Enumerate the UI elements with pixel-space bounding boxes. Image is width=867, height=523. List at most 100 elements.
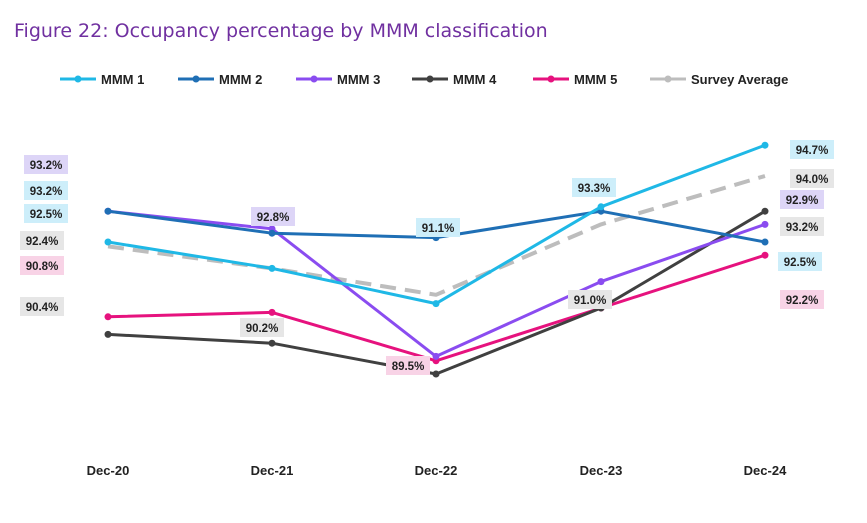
data-label-text: 92.4% <box>26 236 59 248</box>
data-point <box>761 251 769 259</box>
data-point <box>761 141 769 149</box>
data-label-mmm-4: 93.2% <box>780 217 824 236</box>
data-point <box>432 370 440 378</box>
data-label-mmm-4: 90.4% <box>20 297 64 316</box>
data-point <box>104 330 112 338</box>
data-label-background <box>24 181 68 200</box>
data-label-background <box>240 318 284 337</box>
data-label-background <box>790 169 834 188</box>
data-point <box>268 264 276 272</box>
data-label-mmm-4: 91.0% <box>568 290 612 309</box>
x-tick-label: Dec-21 <box>251 463 294 478</box>
legend-item-mmm-2: MMM 2 <box>178 72 262 87</box>
data-label-text: 93.2% <box>30 186 63 198</box>
data-point <box>268 339 276 347</box>
data-label-text: 90.2% <box>246 323 279 335</box>
data-label-mmm-5: 89.5% <box>386 356 430 375</box>
data-label-background <box>780 190 824 209</box>
legend-label: MMM 1 <box>101 72 144 87</box>
data-label-text: 92.5% <box>30 209 63 221</box>
data-label-background <box>790 140 834 159</box>
x-tick-label: Dec-24 <box>744 463 787 478</box>
data-label-mmm-3: 92.9% <box>780 190 824 209</box>
data-point <box>104 238 112 246</box>
legend-item-mmm-3: MMM 3 <box>296 72 380 87</box>
series-mmm-1 <box>104 141 769 308</box>
data-label-background <box>780 217 824 236</box>
data-label-text: 92.2% <box>786 295 819 307</box>
data-point <box>268 308 276 316</box>
data-label-text: 94.7% <box>796 145 829 157</box>
data-label-background <box>778 252 822 271</box>
data-label-mmm-2: 92.5% <box>778 252 822 271</box>
data-label-mmm-1: 93.3% <box>572 178 616 197</box>
data-label-mmm-3: 92.8% <box>251 207 295 226</box>
x-tick-label: Dec-22 <box>415 463 458 478</box>
data-label-text: 91.0% <box>574 295 607 307</box>
data-point <box>104 313 112 321</box>
data-label-text: 93.2% <box>30 160 63 172</box>
data-label-mmm-4: 90.2% <box>240 318 284 337</box>
data-point <box>761 207 769 215</box>
data-label-mmm-3: 93.2% <box>24 155 68 174</box>
data-label-mmm-1: 92.5% <box>24 204 68 223</box>
data-point <box>104 207 112 215</box>
data-label-text: 90.4% <box>26 302 59 314</box>
data-point <box>432 300 440 308</box>
data-label-text: 92.5% <box>784 257 817 269</box>
data-label-text: 89.5% <box>392 361 425 373</box>
data-label-text: 92.9% <box>786 195 819 207</box>
data-point <box>761 238 769 246</box>
data-label-text: 93.2% <box>786 222 819 234</box>
data-label-background <box>20 256 64 275</box>
legend-label: Survey Average <box>691 72 788 87</box>
data-label-survey-average: 92.4% <box>20 231 64 250</box>
data-label-mmm-5: 92.2% <box>780 290 824 309</box>
data-point <box>432 352 440 360</box>
data-label-background <box>572 178 616 197</box>
data-label-text: 90.8% <box>26 261 59 273</box>
legend-marker <box>664 75 672 83</box>
x-tick-label: Dec-20 <box>87 463 130 478</box>
data-label-background <box>24 155 68 174</box>
chart-title: Figure 22: Occupancy percentage by MMM c… <box>14 20 548 42</box>
data-label-background <box>780 290 824 309</box>
data-label-mmm-5: 90.8% <box>20 256 64 275</box>
data-label-text: 93.3% <box>578 183 611 195</box>
legend: MMM 1 MMM 2 MMM 3 MMM 4 MMM 5 Survey Average <box>60 72 788 87</box>
legend-item-mmm-5: MMM 5 <box>533 72 617 87</box>
legend-marker <box>310 75 318 83</box>
x-tick-label: Dec-23 <box>580 463 623 478</box>
data-label-background <box>20 231 64 250</box>
legend-item-survey-average: Survey Average <box>650 72 788 87</box>
legend-label: MMM 2 <box>219 72 262 87</box>
data-label-survey-average: 94.0% <box>790 169 834 188</box>
legend-marker <box>192 75 200 83</box>
data-label-text: 92.8% <box>257 212 290 224</box>
data-point <box>268 229 276 237</box>
data-label-mmm-2: 93.2% <box>24 181 68 200</box>
data-label-background <box>20 297 64 316</box>
x-axis-ticks: Dec-20 Dec-21 Dec-22 Dec-23 Dec-24 <box>87 463 787 478</box>
data-point <box>597 203 605 211</box>
data-label-background <box>251 207 295 226</box>
series-lines <box>104 141 769 378</box>
data-label-background <box>416 218 460 237</box>
data-label-background <box>568 290 612 309</box>
legend-marker <box>426 75 434 83</box>
legend-item-mmm-1: MMM 1 <box>60 72 144 87</box>
legend-item-mmm-4: MMM 4 <box>412 72 497 87</box>
legend-label: MMM 3 <box>337 72 380 87</box>
data-point <box>597 278 605 286</box>
legend-marker <box>74 75 82 83</box>
legend-label: MMM 4 <box>453 72 497 87</box>
data-labels: 92.5% 91.1% 93.3% 94.7% 93.2% 92.5% 93.2% 92.8%… <box>20 140 834 375</box>
data-point <box>761 220 769 228</box>
data-label-background <box>24 204 68 223</box>
legend-marker <box>547 75 555 83</box>
data-label-background <box>386 356 430 375</box>
data-label-mmm-1: 94.7% <box>790 140 834 159</box>
data-label-text: 91.1% <box>422 223 455 235</box>
data-label-mmm-1: 91.1% <box>416 218 460 237</box>
